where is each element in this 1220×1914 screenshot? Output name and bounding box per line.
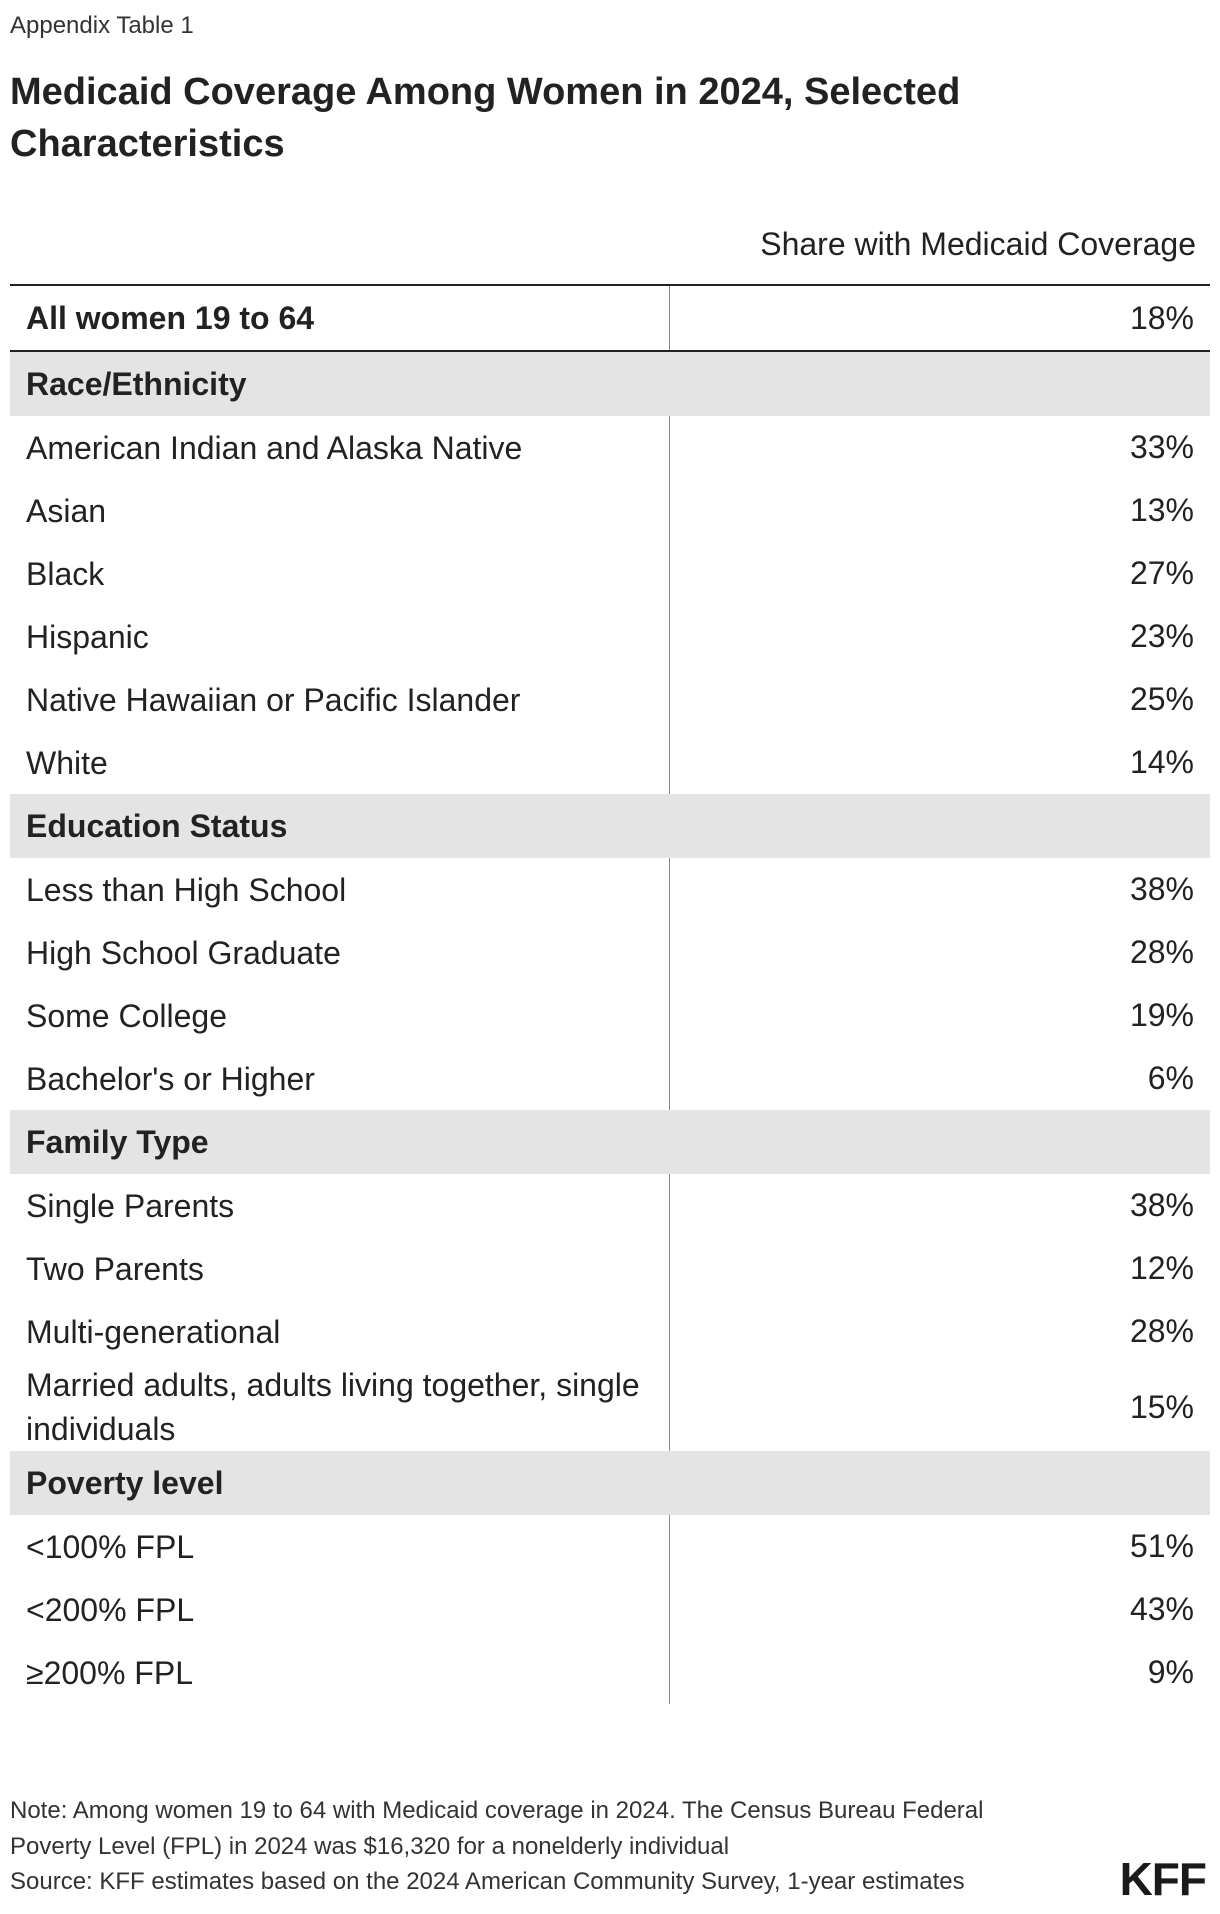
row-label: Black — [10, 542, 670, 605]
row-label: American Indian and Alaska Native — [10, 416, 670, 479]
row-value: 27% — [1129, 555, 1194, 591]
table-row: Asian 13% — [10, 479, 1210, 542]
row-value: 25% — [1129, 681, 1194, 717]
row-value: 9% — [1147, 1654, 1194, 1690]
row-value: 13% — [1129, 492, 1194, 528]
row-label: Married adults, adults living together, … — [10, 1363, 670, 1451]
page-title: Medicaid Coverage Among Women in 2024, S… — [10, 71, 961, 165]
table-row: Married adults, adults living together, … — [10, 1363, 1210, 1451]
source-note: Source: KFF estimates based on the 2024 … — [10, 1868, 965, 1895]
row-label: Bachelor's or Higher — [10, 1047, 670, 1110]
table-row: Less than High School 38% — [10, 858, 1210, 921]
table-row: ≥200% FPL 9% — [10, 1641, 1210, 1704]
row-label: Hispanic — [10, 605, 670, 668]
table-row: Multi-generational 28% — [10, 1300, 1210, 1363]
row-label: <100% FPL — [10, 1515, 670, 1578]
row-label: White — [10, 731, 670, 794]
row-value: 18% — [1129, 299, 1194, 336]
row-label: <200% FPL — [10, 1578, 670, 1641]
footnote: Note: Among women 19 to 64 with Medicaid… — [10, 1797, 984, 1860]
appendix-label: Appendix Table 1 — [10, 12, 194, 39]
table-group-header: Poverty level — [10, 1451, 1210, 1515]
row-value: 12% — [1129, 1250, 1194, 1286]
row-label: Less than High School — [10, 858, 670, 921]
table-row: <100% FPL 51% — [10, 1515, 1210, 1578]
kff-logo: KFF — [1119, 1853, 1207, 1905]
table-group-header: Race/Ethnicity — [10, 352, 1210, 416]
row-label: Two Parents — [10, 1237, 670, 1300]
row-label: High School Graduate — [10, 921, 670, 984]
row-value: 14% — [1129, 744, 1194, 780]
row-value: 38% — [1129, 871, 1194, 907]
table-row: <200% FPL 43% — [10, 1578, 1210, 1641]
row-value: 19% — [1129, 997, 1194, 1033]
row-value: 28% — [1129, 1313, 1194, 1349]
table-groups: Race/Ethnicity American Indian and Alaska… — [10, 352, 1210, 1704]
row-value: 23% — [1129, 618, 1194, 654]
row-value: 6% — [1147, 1060, 1194, 1096]
table-group-header: Education Status — [10, 794, 1210, 858]
table-row: Bachelor's or Higher 6% — [10, 1047, 1210, 1110]
row-value: 38% — [1129, 1187, 1194, 1223]
group-label: Education Status — [26, 808, 288, 844]
table-row: Hispanic 23% — [10, 605, 1210, 668]
row-value: 33% — [1129, 429, 1194, 465]
row-value: 15% — [1129, 1388, 1194, 1425]
row-label: Single Parents — [10, 1174, 670, 1237]
table-row: High School Graduate 28% — [10, 921, 1210, 984]
table-row: Some College 19% — [10, 984, 1210, 1047]
row-label: Native Hawaiian or Pacific Islander — [10, 668, 670, 731]
row-label: Asian — [10, 479, 670, 542]
table-row: American Indian and Alaska Native 33% — [10, 416, 1210, 479]
row-label: ≥200% FPL — [10, 1641, 670, 1704]
table-row: Black 27% — [10, 542, 1210, 605]
table-group-header: Family Type — [10, 1110, 1210, 1174]
table-row-total: All women 19 to 64 18% — [10, 286, 1210, 352]
row-value: 51% — [1129, 1528, 1194, 1564]
table-row: White 14% — [10, 731, 1210, 794]
column-header-share: Share with Medicaid Coverage — [760, 226, 1196, 262]
data-table: All women 19 to 64 18% Race/Ethnicity Ame… — [10, 284, 1210, 1704]
table-row: Two Parents 12% — [10, 1237, 1210, 1300]
row-label: Some College — [10, 984, 670, 1047]
row-value: 28% — [1129, 934, 1194, 970]
table-row: Single Parents 38% — [10, 1174, 1210, 1237]
row-label: Multi-generational — [10, 1300, 670, 1363]
row-value: 43% — [1129, 1591, 1194, 1627]
table-row: Native Hawaiian or Pacific Islander 25% — [10, 668, 1210, 731]
group-label: Race/Ethnicity — [26, 366, 247, 402]
group-label: Poverty level — [26, 1465, 224, 1501]
row-label: All women 19 to 64 — [10, 286, 670, 350]
group-label: Family Type — [26, 1124, 209, 1160]
